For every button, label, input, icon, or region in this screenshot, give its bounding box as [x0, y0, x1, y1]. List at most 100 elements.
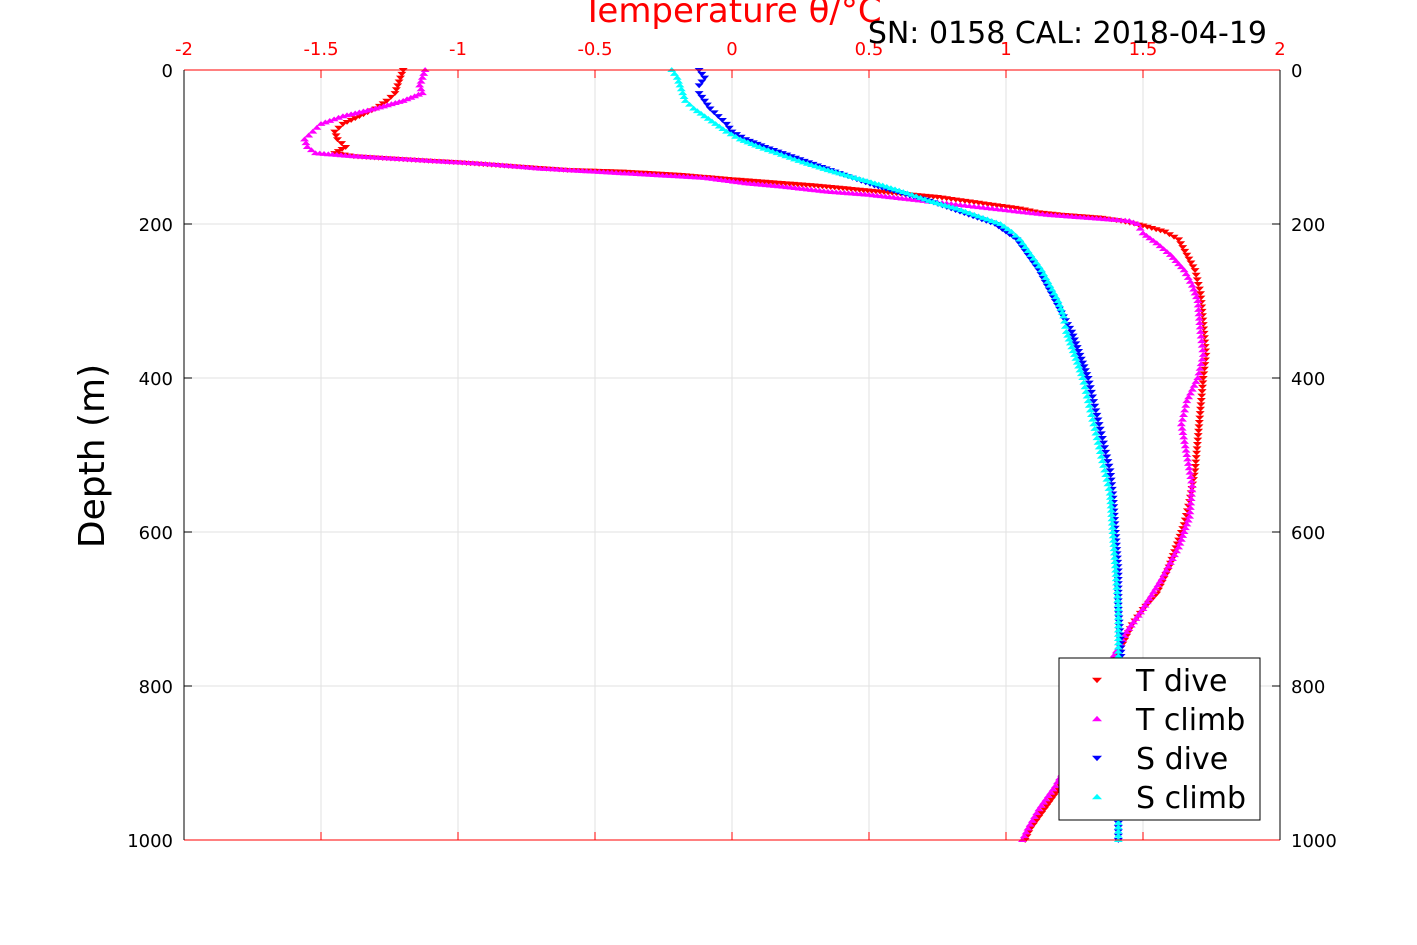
data-point: [1147, 225, 1157, 231]
data-point: [1160, 229, 1170, 235]
y-tick-label-left: 800: [139, 677, 173, 698]
data-point: [417, 74, 427, 80]
data-point: [329, 116, 339, 122]
data-point: [724, 125, 734, 131]
data-point: [1108, 537, 1118, 543]
data-point: [982, 216, 992, 222]
data-point: [1197, 389, 1207, 395]
data-point: [1113, 640, 1123, 646]
x-axis-label: Temperature θ/°C: [581, 0, 881, 31]
data-point: [1198, 352, 1208, 357]
data-point: [1192, 277, 1202, 283]
data-point: [1107, 520, 1117, 526]
data-point: [330, 129, 340, 135]
data-point: [1193, 282, 1203, 287]
data-point: [1080, 384, 1090, 390]
data-point: [1179, 434, 1189, 440]
data-point: [1006, 228, 1016, 234]
legend-label: S dive: [1136, 742, 1228, 777]
data-point: [1011, 232, 1021, 238]
data-point: [1060, 323, 1070, 329]
data-point: [731, 133, 741, 139]
data-point: [1179, 529, 1189, 535]
data-point: [1037, 811, 1047, 816]
data-point: [1095, 426, 1105, 432]
data-point: [1079, 379, 1089, 385]
data-point: [1194, 315, 1204, 321]
data-point: [1083, 398, 1093, 404]
data-point: [1110, 563, 1120, 569]
data-point: [1094, 444, 1104, 450]
data-point: [1185, 469, 1195, 475]
data-point: [1196, 397, 1206, 403]
data-point: [1195, 365, 1205, 371]
data-point: [1088, 394, 1098, 400]
data-point: [1186, 496, 1196, 502]
data-point: [1085, 407, 1095, 413]
data-point: [1197, 356, 1207, 362]
data-point: [1104, 486, 1114, 491]
data-point: [1109, 541, 1119, 547]
data-point: [700, 75, 710, 81]
data-point: [1187, 478, 1197, 484]
data-point: [1112, 593, 1122, 599]
data-point: [1185, 513, 1195, 519]
data-point: [1167, 556, 1177, 561]
x-tick-label: 2: [1274, 39, 1285, 60]
data-point: [1185, 390, 1195, 396]
data-point: [902, 190, 912, 196]
data-point: [1023, 248, 1033, 253]
data-point: [1047, 286, 1057, 292]
data-point: [1196, 291, 1206, 297]
data-point: [1076, 356, 1086, 362]
y-tick-label-right: 0: [1291, 61, 1302, 82]
data-point: [692, 108, 702, 114]
data-point: [748, 140, 758, 146]
data-point: [1091, 408, 1101, 414]
data-point: [316, 121, 326, 126]
data-point: [1045, 282, 1055, 288]
data-point: [689, 105, 699, 111]
data-point: [1028, 255, 1038, 261]
data-point: [1105, 468, 1115, 474]
data-point: [1180, 443, 1190, 449]
data-point: [694, 83, 704, 89]
data-point: [718, 126, 728, 132]
data-point: [1082, 372, 1092, 377]
data-point: [697, 71, 707, 77]
data-point: [960, 208, 970, 214]
data-point: [1075, 367, 1085, 373]
data-point: [1111, 571, 1121, 577]
data-point: [1079, 364, 1089, 370]
data-point: [911, 193, 921, 199]
data-point: [1061, 328, 1071, 334]
data-point: [1034, 814, 1044, 820]
data-point: [697, 94, 707, 100]
data-point: [1176, 421, 1186, 427]
data-point: [1097, 436, 1107, 441]
y-tick-label-right: 200: [1291, 215, 1325, 236]
data-point: [1141, 232, 1151, 238]
data-point: [1083, 375, 1093, 381]
data-point: [1113, 627, 1123, 633]
data-point: [1086, 412, 1096, 417]
series-t-climb: [300, 67, 1208, 843]
data-point: [1113, 824, 1123, 830]
data-point: [1113, 828, 1123, 834]
data-point: [1097, 458, 1107, 464]
data-point: [736, 134, 746, 140]
data-point: [987, 218, 997, 223]
data-point: [1072, 345, 1082, 351]
legend: T dive T climb S dive S climb: [1058, 657, 1261, 821]
data-point: [1194, 311, 1204, 317]
data-point: [1044, 800, 1054, 806]
data-point: [1133, 221, 1143, 227]
data-point: [1108, 533, 1118, 539]
data-point: [1093, 417, 1103, 423]
data-point: [713, 114, 723, 120]
legend-marker: [1092, 755, 1102, 762]
data-point: [1046, 797, 1056, 803]
data-point: [1195, 415, 1205, 421]
data-point: [711, 121, 721, 126]
legend-label: T dive: [1135, 664, 1227, 699]
